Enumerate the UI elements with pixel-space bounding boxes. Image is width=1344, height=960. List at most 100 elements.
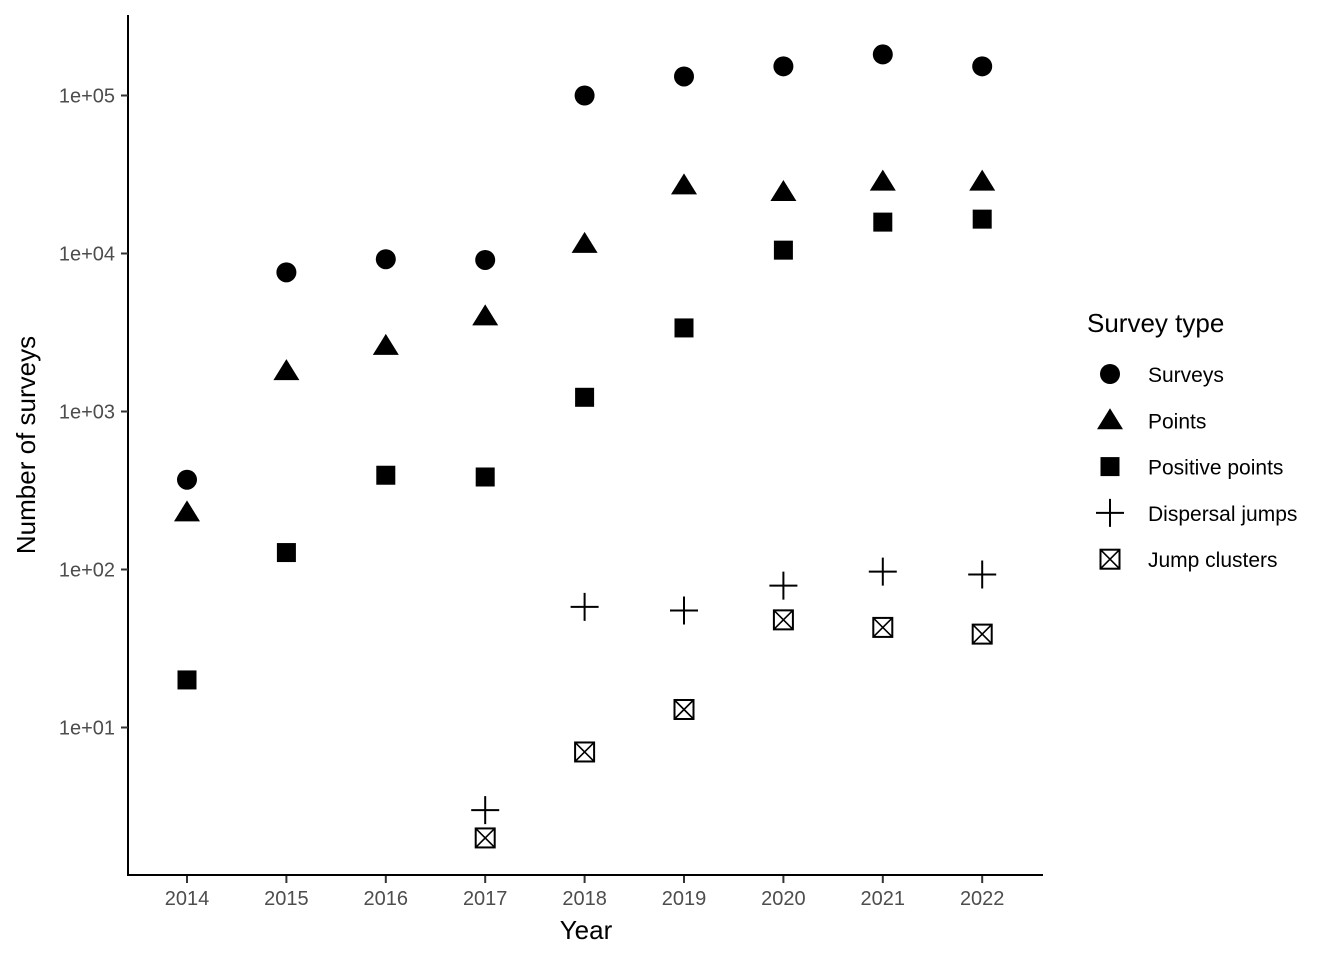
circle-marker [773, 56, 794, 77]
x-tick-label: 2021 [861, 888, 906, 910]
square-marker [475, 467, 495, 487]
box-marker [1099, 548, 1121, 570]
data-point [474, 827, 496, 849]
box-marker [474, 827, 496, 849]
triangle-marker [372, 333, 399, 355]
box-cross-marker [773, 609, 794, 630]
box-marker [872, 616, 894, 638]
data-point [673, 698, 695, 720]
data-point [574, 85, 595, 106]
x-tick-label: 2014 [165, 888, 210, 910]
data-point [674, 66, 694, 87]
data-point [570, 592, 599, 621]
x-tick-label: 2015 [264, 888, 309, 910]
box-cross-marker [574, 741, 595, 763]
data-point [868, 557, 897, 586]
data-point [177, 670, 197, 690]
legend-label: Jump clusters [1148, 549, 1278, 572]
legend-label: Points [1148, 410, 1206, 433]
legend-key [1100, 364, 1120, 384]
circle-marker [276, 262, 297, 283]
plus-marker [868, 557, 897, 586]
data-point [472, 304, 499, 326]
data-point [475, 467, 495, 487]
square-marker [1100, 457, 1120, 477]
box-marker [971, 623, 993, 645]
box-cross-marker [872, 617, 893, 638]
triangle-marker [1097, 408, 1123, 430]
square-marker [376, 465, 396, 485]
data-point [772, 609, 794, 631]
x-tick-label: 2022 [960, 888, 1005, 910]
series-positive-points [177, 209, 992, 690]
y-tick-label: 1e+01 [59, 718, 115, 740]
square-marker [575, 387, 595, 407]
series-jump-clusters [474, 609, 993, 849]
legend-label: Positive points [1148, 457, 1283, 480]
triangle-marker [571, 231, 598, 253]
x-tick-label: 2019 [662, 888, 707, 910]
data-point [972, 56, 993, 77]
legend-label: Surveys [1148, 364, 1224, 387]
y-tick-label: 1e+05 [59, 86, 115, 108]
box-marker [673, 698, 695, 720]
box-cross-marker [1099, 549, 1121, 570]
data-point [869, 169, 896, 191]
data-point [969, 169, 996, 191]
box-cross-marker [972, 624, 993, 645]
data-point [375, 249, 396, 270]
legend-item: Surveys [1100, 364, 1224, 387]
square-marker [674, 318, 694, 338]
box-marker [574, 741, 596, 763]
plus-marker [968, 560, 997, 589]
data-point [571, 231, 598, 253]
data-point [276, 543, 296, 563]
x-tick-label: 2016 [364, 888, 409, 910]
circle-marker [375, 249, 396, 270]
box-cross-marker [475, 827, 496, 849]
square-marker [873, 212, 893, 232]
data-point [873, 212, 893, 232]
legend-items: Surveys Points Positive points Dispersal ju… [1096, 364, 1297, 572]
plus-marker [471, 796, 500, 825]
data-point [174, 500, 200, 522]
x-tick-label: 2017 [463, 888, 508, 910]
circle-marker [475, 249, 496, 270]
x-axis-title: Year [560, 915, 613, 945]
data-point [177, 469, 197, 490]
data-point [872, 44, 893, 65]
data-point [671, 173, 697, 195]
legend-item: Positive points [1100, 457, 1283, 480]
legend-key [1100, 457, 1120, 477]
legend-title: Survey type [1087, 308, 1224, 338]
square-marker [276, 543, 296, 563]
circle-marker [972, 56, 993, 77]
data-point [674, 318, 694, 338]
legend: Survey type Surveys Points Positive points… [1087, 308, 1297, 572]
data-point [471, 796, 500, 825]
square-marker [972, 209, 992, 229]
box-marker [772, 609, 794, 631]
triangle-marker [770, 180, 797, 202]
legend-key [1099, 548, 1121, 570]
square-marker [177, 670, 197, 690]
triangle-marker [472, 304, 499, 326]
data-point [670, 596, 698, 625]
y-axis-title: Number of surveys [11, 336, 41, 554]
legend-item: Dispersal jumps [1096, 498, 1297, 527]
legend-key [1097, 408, 1123, 430]
triangle-marker [671, 173, 697, 195]
circle-marker [872, 44, 893, 65]
legend-item: Jump clusters [1099, 548, 1278, 572]
circle-marker [574, 85, 595, 106]
x-tick-label: 2020 [761, 888, 806, 910]
data-point [770, 180, 797, 202]
plus-marker [570, 592, 599, 621]
triangle-marker [869, 169, 896, 191]
data-point [872, 616, 894, 638]
x-tick-label: 2018 [562, 888, 607, 910]
series-points [174, 169, 996, 522]
data-point [475, 249, 496, 270]
data-point [769, 571, 798, 600]
data-point [372, 333, 399, 355]
